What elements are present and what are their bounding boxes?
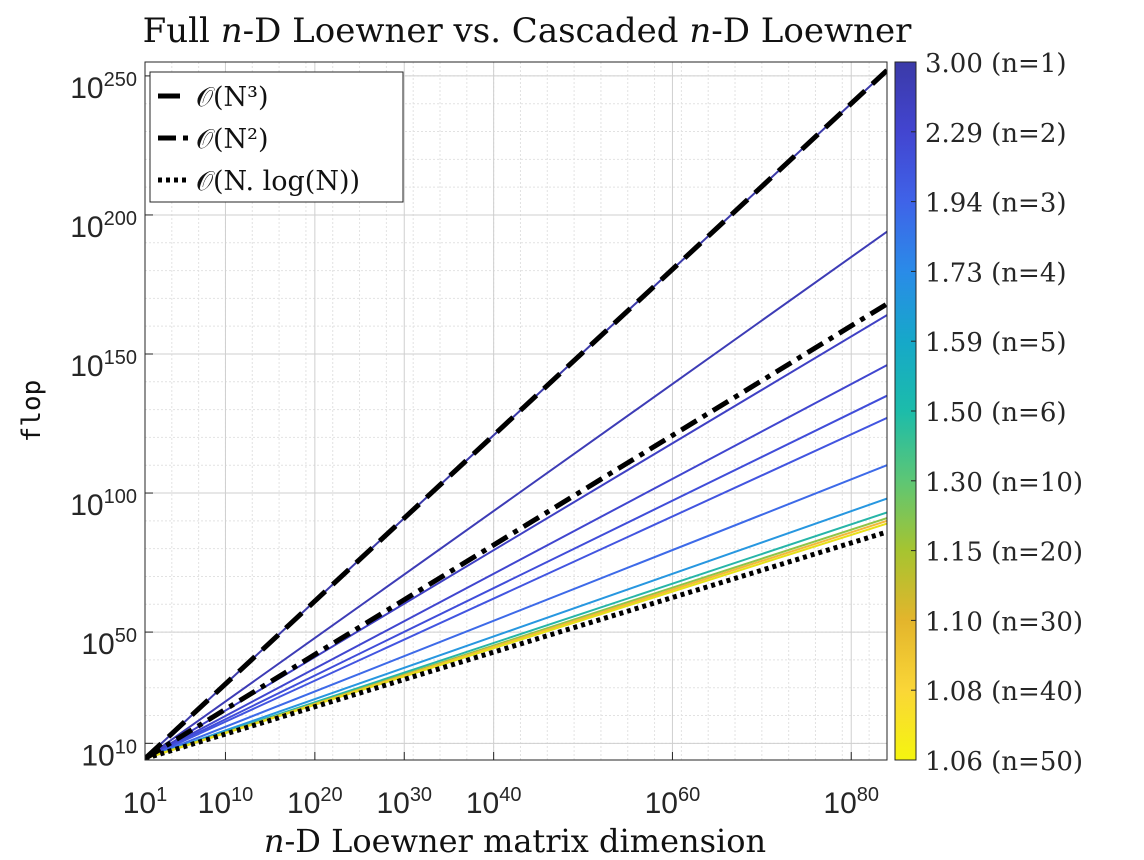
colorbar-tick-label: 1.50 (n=6): [925, 398, 1067, 428]
x-tick-label: 1080: [823, 784, 879, 820]
series-line: [145, 364, 887, 760]
y-tick-label: 10150: [70, 347, 137, 383]
series-line: [145, 464, 887, 760]
legend-label: 𝒪(N²): [196, 124, 269, 155]
x-tick-label: 1020: [287, 784, 343, 820]
reference-line: [145, 68, 887, 760]
colorbar-tick-label: 1.30 (n=10): [925, 468, 1083, 498]
series-line: [145, 230, 887, 760]
colorbar-tick-label: 1.08 (n=40): [925, 677, 1083, 707]
plot-frame: [144, 61, 888, 761]
colorbar-tick-label: 1.73 (n=4): [925, 258, 1067, 288]
series-line: [145, 497, 887, 760]
colorbar-tick-label: 1.94 (n=3): [925, 189, 1067, 219]
colorbar: 3.00 (n=1) 2.29 (n=2) 1.94 (n=3) 1.73 (n=4)…: [894, 49, 1083, 777]
x-tick-label: 1030: [376, 784, 432, 820]
colorbar-tick-label: 3.00 (n=1): [925, 49, 1067, 79]
series-line: [145, 394, 887, 760]
series-lines: [145, 68, 887, 760]
y-tick-label: 1050: [81, 625, 137, 661]
series-line: [145, 314, 887, 760]
y-tick-label: 10250: [70, 69, 137, 105]
colorbar-tick-label: 1.10 (n=30): [925, 607, 1083, 637]
x-tick-label: 1040: [466, 784, 522, 820]
x-tick-label: 1010: [198, 784, 254, 820]
colorbar-tick-label: 1.15 (n=20): [925, 538, 1083, 568]
legend-label: 𝒪(N³): [196, 82, 269, 113]
y-tick-label: 10100: [70, 486, 137, 522]
series-line: [145, 417, 887, 760]
axes: [144, 61, 888, 761]
reference-line: [145, 301, 887, 760]
x-tick-label: 101: [123, 784, 168, 820]
y-axis-label: flop: [17, 380, 47, 443]
y-tick-label: 1010: [81, 736, 137, 772]
y-tick-label: 10200: [70, 208, 137, 244]
legend-label: 𝒪(N. log(N)): [196, 166, 360, 197]
x-tick-label: 1060: [645, 784, 701, 820]
chart-title: Full n-D Loewner vs. Cascaded n-D Loewne…: [143, 11, 912, 51]
reference-line: [145, 529, 887, 760]
x-axis-label: n-D Loewner matrix dimension: [264, 822, 766, 855]
legend: 𝒪(N³) 𝒪(N²) 𝒪(N. log(N)): [149, 71, 404, 203]
colorbar-tick-label: 2.29 (n=2): [925, 119, 1067, 149]
tick-labels: 101 1010 1020 1030 1040 1060 1080 1010 1050 10100…: [70, 69, 879, 820]
legend-box: [149, 71, 404, 203]
colorbar-tick-label: 1.59 (n=5): [925, 328, 1067, 358]
colorbar-tick-label: 1.06 (n=50): [925, 747, 1083, 777]
